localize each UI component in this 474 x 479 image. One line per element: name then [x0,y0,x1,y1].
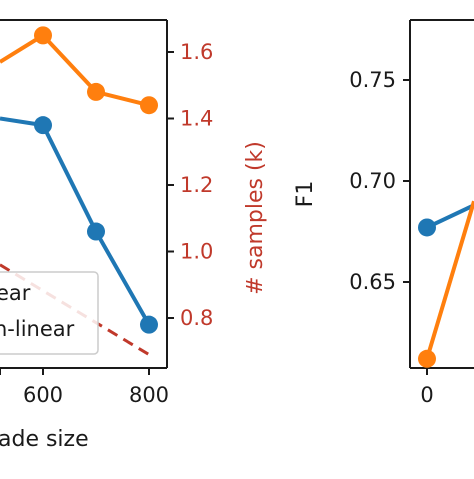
right-panel: 0.65 0.70 0.75 0 F1 [293,19,474,407]
series-0-point-1 [87,82,105,101]
y2-tick-label-2: 1.2 [180,173,213,197]
series-0-point-0 [34,26,52,45]
left-plot-area [0,26,158,356]
right-series-1-line [425,200,474,360]
left-panel: 0.8 1.0 1.2 1.4 1.6 600 800 ear n-linear ade … [0,19,213,452]
right-y-tick-label-0: 0.65 [349,270,396,294]
right-series-0-point-0 [418,218,436,237]
series-1-point-2 [140,315,158,334]
x-tick-label-0: 600 [23,383,63,407]
series-1-point-0 [34,116,52,135]
series-0-point-2 [140,96,158,115]
right-series-1-point-0 [418,349,436,368]
left-y2-axis-title: # samples (k) [243,141,268,295]
right-plot-area [418,200,474,368]
right-y-ticks: 0.65 0.70 0.75 [349,68,410,294]
legend-box [0,271,99,355]
right-x-tick-label-0: 0 [420,383,433,407]
series-1-line [0,116,151,326]
legend: ear n-linear [0,271,99,355]
right-x-ticks: 0 [420,368,434,407]
y2-tick-label-4: 1.6 [180,40,213,64]
y2-tick-label-3: 1.4 [180,107,213,131]
legend-label-2: n-linear [0,317,75,341]
right-y-tick-label-2: 0.75 [349,68,396,92]
left-x-ticks: 600 800 [0,368,169,407]
left-x-axis-title: ade size [0,427,89,452]
legend-label-1: ear [0,281,31,305]
y2-tick-label-1: 1.0 [180,240,213,264]
right-y-tick-label-1: 0.70 [349,169,396,193]
y2-tick-label-0: 0.8 [180,306,213,330]
x-tick-label-1: 800 [129,383,169,407]
series-0-line [0,33,150,108]
series-1-point-1 [87,222,105,241]
left-y2-ticks: 0.8 1.0 1.2 1.4 1.6 [167,40,213,330]
right-y-axis-title: F1 [293,181,318,208]
